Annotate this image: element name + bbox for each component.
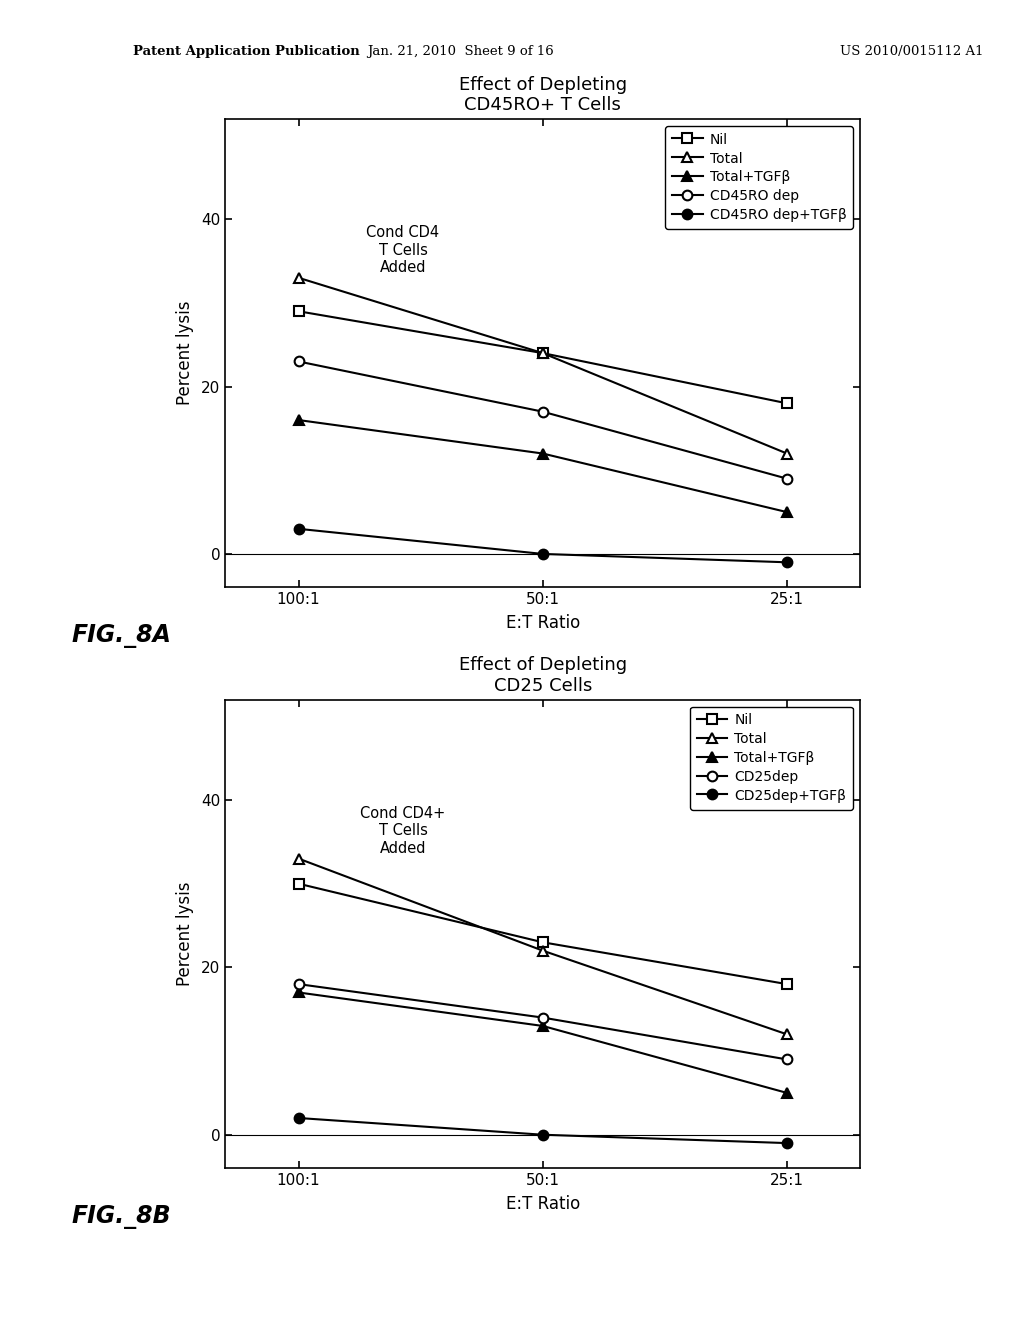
CD25dep+TGFβ: [780, 1135, 793, 1151]
CD45RO dep+TGFβ: [293, 521, 305, 537]
Text: Patent Application Publication: Patent Application Publication: [133, 45, 359, 58]
Nil: [537, 935, 549, 950]
X-axis label: E:T Ratio: E:T Ratio: [506, 1195, 580, 1213]
Line: Nil: Nil: [294, 879, 792, 989]
Line: CD25dep: CD25dep: [294, 979, 792, 1064]
Total+TGFβ: [537, 1018, 549, 1034]
Legend: Nil, Total, Total+TGFβ, CD45RO dep, CD45RO dep+TGFβ: Nil, Total, Total+TGFβ, CD45RO dep, CD45…: [665, 125, 853, 230]
Line: Total+TGFβ: Total+TGFβ: [294, 416, 792, 517]
Total+TGFβ: [293, 412, 305, 428]
Line: CD45RO dep: CD45RO dep: [294, 356, 792, 483]
CD45RO dep+TGFβ: [537, 546, 549, 562]
Text: FIG._8A: FIG._8A: [72, 624, 172, 648]
Title: Effect of Depleting
CD25 Cells: Effect of Depleting CD25 Cells: [459, 656, 627, 696]
Total+TGFβ: [537, 446, 549, 462]
Nil: [780, 396, 793, 412]
Line: Total+TGFβ: Total+TGFβ: [294, 987, 792, 1098]
Total+TGFβ: [780, 504, 793, 520]
Text: FIG._8B: FIG._8B: [72, 1205, 171, 1229]
Y-axis label: Percent lysis: Percent lysis: [176, 882, 195, 986]
Nil: [293, 875, 305, 891]
CD25dep+TGFβ: [537, 1127, 549, 1143]
CD25dep: [780, 1052, 793, 1068]
Line: CD25dep+TGFβ: CD25dep+TGFβ: [294, 1113, 792, 1148]
Text: US 2010/0015112 A1: US 2010/0015112 A1: [840, 45, 983, 58]
Line: Total: Total: [294, 273, 792, 458]
Text: Cond CD4+
T Cells
Added: Cond CD4+ T Cells Added: [360, 807, 445, 855]
Total: [537, 942, 549, 958]
Text: Cond CD4
T Cells
Added: Cond CD4 T Cells Added: [367, 226, 439, 275]
Total: [780, 1027, 793, 1043]
CD45RO dep: [293, 354, 305, 370]
Total: [293, 269, 305, 285]
Total: [780, 446, 793, 462]
Y-axis label: Percent lysis: Percent lysis: [176, 301, 195, 405]
CD25dep: [293, 977, 305, 993]
CD25dep+TGFβ: [293, 1110, 305, 1126]
Line: Total: Total: [294, 854, 792, 1039]
Nil: [780, 977, 793, 993]
CD25dep: [537, 1010, 549, 1026]
Legend: Nil, Total, Total+TGFβ, CD25dep, CD25dep+TGFβ: Nil, Total, Total+TGFβ, CD25dep, CD25dep…: [690, 706, 853, 810]
Total: [293, 850, 305, 866]
Text: Jan. 21, 2010  Sheet 9 of 16: Jan. 21, 2010 Sheet 9 of 16: [368, 45, 554, 58]
Total+TGFβ: [780, 1085, 793, 1101]
Line: CD45RO dep+TGFβ: CD45RO dep+TGFβ: [294, 524, 792, 568]
Total: [537, 346, 549, 362]
CD45RO dep+TGFβ: [780, 554, 793, 570]
Total+TGFβ: [293, 985, 305, 1001]
Title: Effect of Depleting
CD45RO+ T Cells: Effect of Depleting CD45RO+ T Cells: [459, 75, 627, 115]
CD45RO dep: [780, 471, 793, 487]
Nil: [537, 346, 549, 362]
X-axis label: E:T Ratio: E:T Ratio: [506, 614, 580, 632]
Nil: [293, 304, 305, 319]
CD45RO dep: [537, 404, 549, 420]
Line: Nil: Nil: [294, 306, 792, 408]
